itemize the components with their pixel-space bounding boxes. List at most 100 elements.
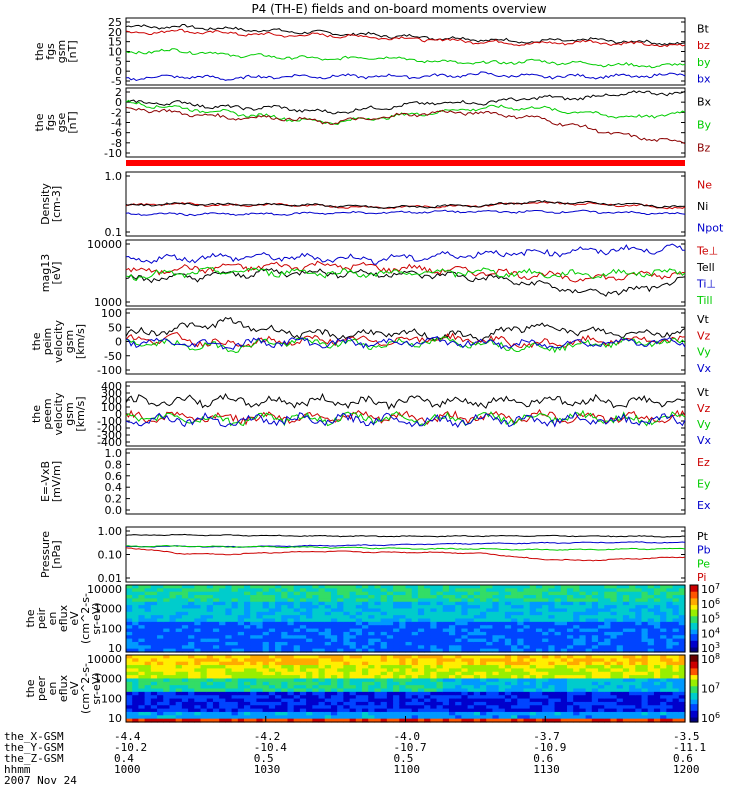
spectrogram-cell [250,591,258,596]
y-axis-label: eV [68,611,81,626]
spectrogram-cell [473,618,481,623]
spectrogram-cell [635,628,643,633]
spectrogram-cell [678,715,686,720]
spectrogram-cell [144,598,152,603]
spectrogram-cell [399,631,407,636]
spectrogram-cell [548,681,556,686]
spectrogram-cell [542,611,549,616]
spectrogram-cell [598,665,605,669]
spectrogram-cell [231,641,239,646]
spectrogram-cell [635,601,643,606]
spectrogram-cell [306,665,313,669]
spectrogram-cell [560,715,568,720]
spectrogram-cell [225,631,233,636]
spectrogram-cell [399,638,407,643]
spectrogram-cell [299,635,307,640]
spectrogram-cell [194,658,202,663]
spectrogram-cell [566,625,574,630]
spectrogram-cell [138,675,146,680]
spectrogram-cell [604,585,612,589]
spectrogram-cell [405,685,413,690]
spectrogram-cell [256,638,264,643]
spectrogram-cell [256,675,264,680]
spectrogram-cell [281,638,289,643]
spectrogram-cell [678,631,686,636]
spectrogram-cell [554,708,562,713]
spectrogram-cell [622,645,630,650]
spectrogram-cell [250,601,258,606]
spectrogram-cell [219,591,226,596]
spectrogram-cell [666,691,674,696]
spectrogram-cell [504,688,512,693]
spectrogram-cell [554,668,562,673]
spectrogram-cell [436,641,444,646]
spectrogram-cell [237,611,245,616]
spectrogram-cell [318,631,326,636]
spectrogram-cell [554,655,562,659]
spectrogram-cell [138,658,146,663]
spectrogram-cell [424,691,431,696]
spectrogram-cell [486,591,494,596]
spectrogram-cell [399,635,407,640]
spectrogram-cell [585,598,593,603]
spectrogram-cell [486,658,494,663]
spectrogram-cell [386,715,394,720]
spectrogram-cell [318,648,326,653]
spectrogram-cell [660,678,667,683]
spectrogram-cell [641,631,649,636]
spectrogram-cell [622,681,630,686]
spectrogram-cell [256,698,264,703]
spectrogram-cell [293,685,301,690]
spectrogram-cell [337,671,344,676]
y-axis-label: [nT] [66,40,79,62]
spectrogram-cell [368,605,376,610]
spectrogram-cell [386,605,394,610]
spectrogram-cell [616,685,624,690]
spectrogram-cell [380,611,388,616]
spectrogram-cell [480,595,487,599]
spectrogram-cell [517,625,525,630]
spectrogram-cell [573,688,581,693]
spectrogram-cell [461,605,469,610]
spectrogram-cell [219,665,226,669]
spectrogram-cell [163,585,171,589]
spectrogram-cell [604,678,612,683]
spectrogram-cell [188,681,195,686]
spectrogram-cell [188,698,195,703]
spectrogram-cell [212,635,220,640]
spectrogram-cell [231,685,239,690]
spectrogram-cell [299,665,307,669]
spectrogram-cell [126,621,133,626]
spectrogram-cell [380,711,388,716]
spectrogram-cell [442,705,450,710]
spectrogram-cell [480,601,487,606]
spectrogram-cell [194,588,202,593]
spectrogram-cell [461,608,469,613]
spectrogram-cell [144,715,152,720]
spectrogram-cell [126,635,133,640]
legend-label-Pi: Pi [697,571,706,584]
spectrogram-cell [399,601,407,606]
spectrogram-cell [330,655,338,659]
spectrogram-cell [529,655,537,659]
spectrogram-cell [200,675,208,680]
spectrogram-cell [566,671,574,676]
spectrogram-cell [362,691,369,696]
spectrogram-cell [473,595,481,599]
spectrogram-cell [517,655,525,659]
spectrogram-cell [324,615,332,620]
spectrogram-cell [188,611,195,616]
spectrogram-cell [330,675,338,680]
spectrogram-cell [442,658,450,663]
legend-label-Ti⊥: Ti⊥ [696,277,716,290]
spectrogram-cell [455,668,462,673]
spectrogram-cell [511,665,518,669]
spectrogram-cell [380,678,388,683]
spectrogram-cell [560,665,568,669]
spectrogram-cell [486,675,494,680]
spectrogram-cell [262,658,270,663]
spectrogram-cell [306,688,313,693]
y-tick-label: -6 [111,127,122,140]
spectrogram-cell [368,591,376,596]
spectrogram-cell [324,595,332,599]
